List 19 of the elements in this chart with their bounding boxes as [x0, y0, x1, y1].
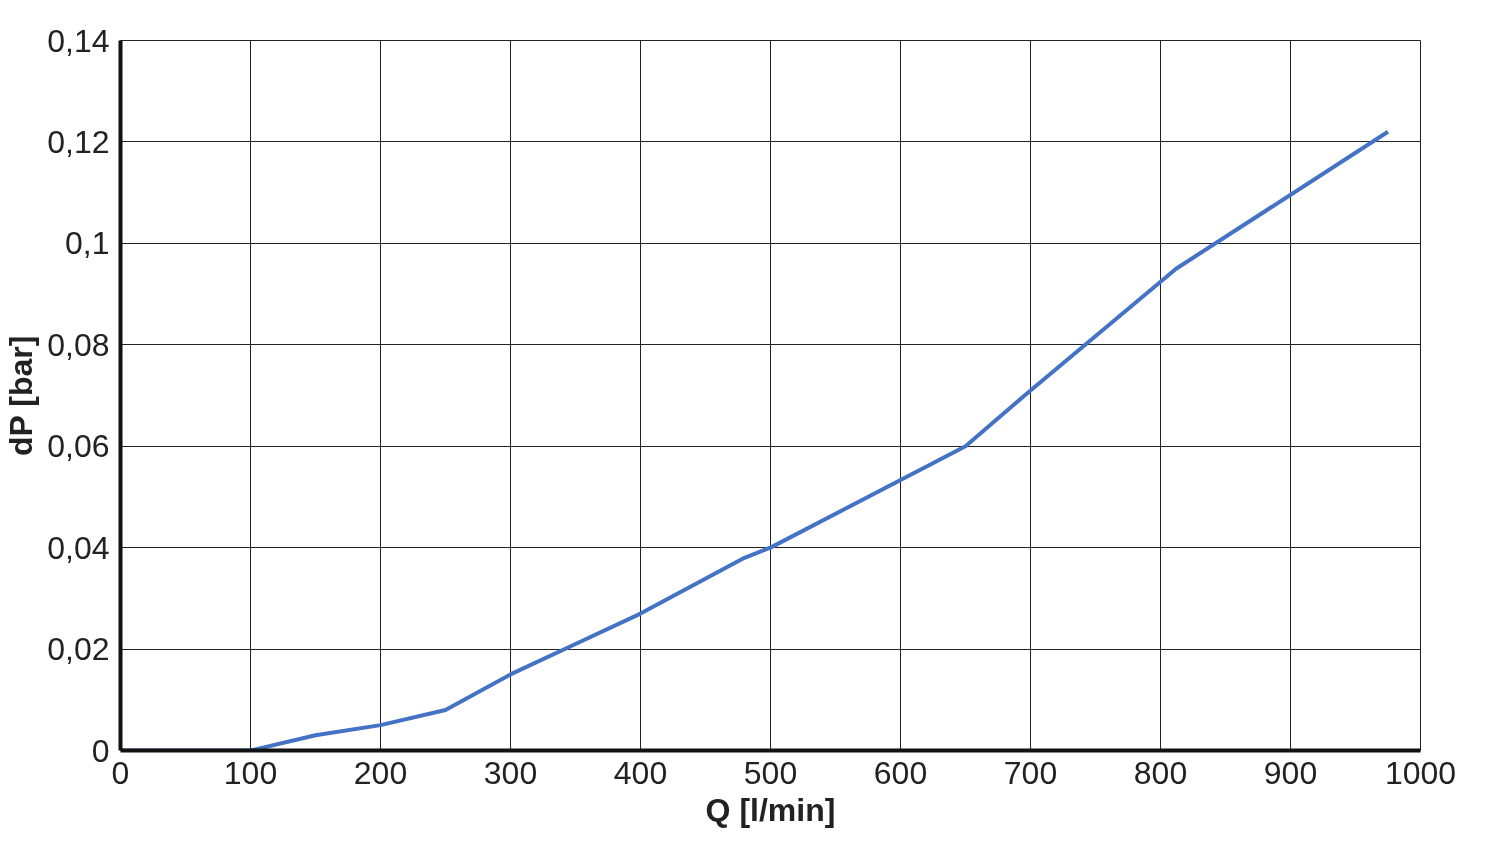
x-tick-label: 500 [743, 754, 798, 791]
x-tick-label: 600 [873, 754, 928, 791]
y-tick-label: 0,06 [47, 428, 110, 465]
x-axis-title: Q [l/min] [705, 791, 836, 828]
y-tick-label: 0,08 [47, 326, 110, 363]
x-tick-label: 900 [1263, 754, 1318, 791]
x-tick-label: 800 [1133, 754, 1188, 791]
y-tick-label: 0,04 [47, 529, 110, 566]
x-tick-label: 700 [1003, 754, 1058, 791]
x-tick-label: 1000 [1384, 754, 1457, 791]
y-tick-label: 0,12 [47, 123, 110, 160]
y-tick-label: 0,02 [47, 631, 110, 668]
x-tick-label: 300 [483, 754, 538, 791]
x-tick-label: 400 [613, 754, 668, 791]
x-tick-label: 200 [353, 754, 408, 791]
y-tick-label: 0,1 [65, 225, 110, 262]
y-tick-label: 0,14 [47, 22, 110, 59]
y-axis-title: dP [bar] [3, 335, 40, 456]
x-tick-label: 100 [223, 754, 278, 791]
